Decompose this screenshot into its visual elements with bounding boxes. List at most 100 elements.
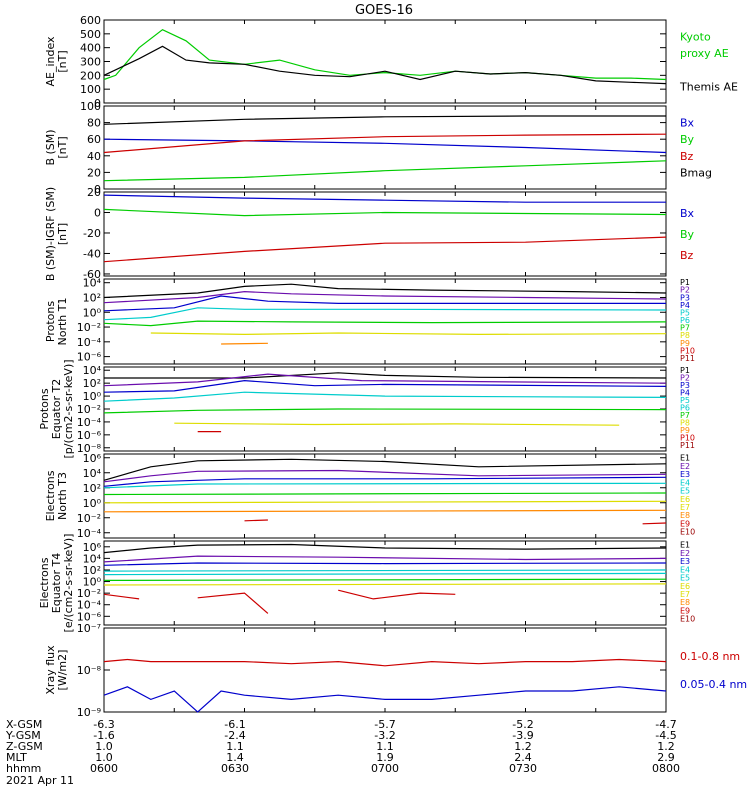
y-tick-label: 10⁻⁶ <box>77 351 102 364</box>
axis-row-value: -2.4 <box>224 729 245 742</box>
legend-entry: P7 <box>680 411 690 420</box>
series-p9 <box>221 342 268 345</box>
series-bz <box>103 133 667 154</box>
series-e6 <box>103 578 667 582</box>
axis-row-value: 1.4 <box>226 751 244 764</box>
y-tick-label: 10⁻⁴ <box>77 527 102 540</box>
y-tick-label: 500 <box>80 28 101 41</box>
y-tick-label: 10⁰ <box>83 576 102 589</box>
axis-row-value: 0800 <box>652 762 680 775</box>
y-axis-label: Xray flux[W/m2] <box>44 645 69 695</box>
axis-row-value: 1.1 <box>226 740 244 753</box>
y-tick-label: 60 <box>87 133 101 146</box>
y-tick-label: 10⁴ <box>83 277 102 290</box>
axis-row-label: MLT <box>6 751 27 764</box>
legend-entry: E9 <box>680 606 690 615</box>
y-axis-label: B (SM)[nT] <box>44 129 69 165</box>
series-bx <box>103 138 667 154</box>
y-tick-label: -20 <box>83 227 101 240</box>
y-tick-label: 20 <box>87 186 101 199</box>
legend-entry: E3 <box>680 557 690 566</box>
axis-row-value: 2.4 <box>514 751 532 764</box>
series-e10 <box>642 522 667 525</box>
legend-entry: E10 <box>680 615 695 624</box>
series-0-1-0-8-nm <box>103 658 667 667</box>
axis-row-value: 1.9 <box>376 751 394 764</box>
legend-entry: P1 <box>680 366 690 375</box>
panel-xray: 10⁻⁷ 10⁻⁸ 10⁻⁹ Xray flux[W/m2] 0.1-0.8 nm 0.0… <box>44 622 747 719</box>
series-p5 <box>103 391 667 402</box>
series-e9c <box>338 589 456 600</box>
y-axis-label: ProtonsEquator T2[p/(cm2-s-sr-keV)] <box>38 359 75 458</box>
legend-entry: E9 <box>680 519 690 528</box>
axis-row-value: 0700 <box>371 762 399 775</box>
legend-entry: Themis AE <box>679 80 738 93</box>
series-bmag <box>103 115 666 125</box>
legend-entry: By <box>680 133 695 146</box>
y-tick-label: 40 <box>87 150 101 163</box>
legend-entry: E1 <box>680 541 690 550</box>
y-tick-label: 10⁻⁴ <box>77 599 102 612</box>
plot-panels: 0100200300400500600AE_index[nT]Kyotoprox… <box>38 14 747 719</box>
legend-entry: 0.1-0.8 nm <box>680 650 740 663</box>
axis-row-value: -4.5 <box>655 729 676 742</box>
legend-entry: E5 <box>680 487 690 496</box>
y-axis-label: B (SM)-IGRF (SM)[nT] <box>44 187 69 281</box>
legend-entry: E2 <box>680 549 690 558</box>
plot-date: 2021 Apr 11 <box>6 774 74 787</box>
y-tick-label: 300 <box>80 56 101 69</box>
series-e8 <box>103 509 667 513</box>
legend-entry: 0.05-0.4 nm <box>680 678 747 691</box>
series-by <box>103 160 667 182</box>
series-e9 <box>244 519 268 522</box>
legend-entry: P4 <box>680 301 690 310</box>
panel-frame <box>103 540 667 626</box>
y-tick-label: 10² <box>83 377 101 390</box>
axis-row-value: -4.7 <box>655 718 676 731</box>
legend-entry: E4 <box>680 478 690 487</box>
legend-entry: P11 <box>680 441 695 450</box>
series-p3 <box>103 379 667 393</box>
series-bx <box>103 194 666 203</box>
axis-row-value: 2.9 <box>657 751 675 764</box>
legend-entry: P1 <box>680 278 690 287</box>
series-e7 <box>103 500 667 504</box>
series-by <box>103 208 667 217</box>
series-e2 <box>103 555 667 563</box>
series-p3 <box>103 295 666 312</box>
axis-row-value: 1.1 <box>376 740 394 753</box>
series-e3 <box>103 562 667 566</box>
series-e2 <box>103 469 667 483</box>
series-p1 <box>103 283 667 299</box>
series-e5 <box>103 572 667 576</box>
legend-entry: E10 <box>680 528 695 537</box>
y-tick-label: 10⁻² <box>77 403 101 416</box>
y-tick-label: 80 <box>87 117 101 130</box>
y-axis-label: ElectronsEquator T4[e/(cm2-s-sr-keV)] <box>38 534 75 633</box>
legend-entry: P2 <box>680 286 690 295</box>
axis-row-label: hhmm <box>6 762 41 775</box>
y-tick-label: 10⁻⁴ <box>77 336 102 349</box>
series-themis-ae <box>103 45 667 85</box>
y-tick-label: 100 <box>80 100 101 113</box>
series-p8 <box>150 332 667 336</box>
axis-row-value: 1.2 <box>514 740 532 753</box>
y-tick-label: 10⁶ <box>83 452 102 465</box>
legend-entry: Kyoto <box>680 31 711 44</box>
legend-entry: P9 <box>680 426 690 435</box>
legend-entry: E7 <box>680 590 690 599</box>
series-e9b <box>197 592 269 614</box>
legend-entry: P4 <box>680 389 690 398</box>
legend-entry: E8 <box>680 511 690 520</box>
legend-entry: E1 <box>680 454 690 463</box>
y-tick-label: 10⁴ <box>83 467 102 480</box>
legend-entry: P8 <box>680 331 690 340</box>
legend-entry: E6 <box>680 582 690 591</box>
y-axis-label: ProtonsNorth T1 <box>44 298 69 346</box>
series-p2 <box>103 373 667 387</box>
y-tick-label: 10⁻² <box>77 321 101 334</box>
y-tick-label: 10⁴ <box>83 552 102 565</box>
